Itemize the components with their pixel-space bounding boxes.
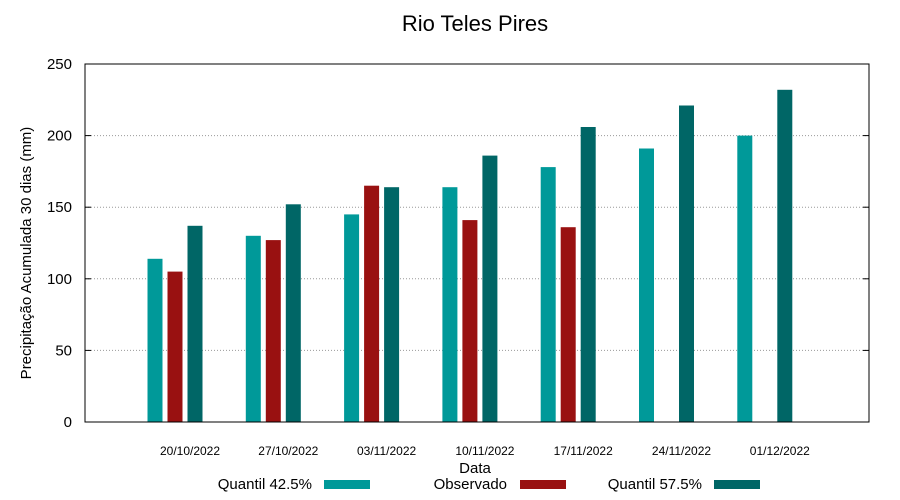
bar-quantil-42: [344, 214, 360, 422]
bar-quantil-42: [442, 187, 458, 422]
bar-quantil-57: [187, 225, 203, 422]
y-tick-label: 250: [47, 56, 72, 73]
x-ticks: 20/10/2022 27/10/2022 03/11/2022 10/11/2022…: [160, 444, 810, 458]
bar-quantil-57: [777, 89, 793, 423]
y-tick-label: 150: [47, 199, 72, 216]
x-tick-label: 01/12/2022: [750, 444, 810, 458]
y-tick-label: 0: [64, 414, 72, 431]
y-tick-label: 200: [47, 128, 72, 145]
x-axis-label: Data: [459, 460, 491, 477]
legend-label: Quantil 57.5%: [608, 476, 702, 493]
bars: [147, 89, 793, 423]
bar-quantil-57: [580, 127, 596, 422]
legend-swatch: [324, 480, 370, 489]
bar-quantil-57: [482, 155, 498, 422]
bar-observado: [560, 227, 576, 422]
bar-observado: [167, 271, 183, 422]
bar-quantil-42: [540, 167, 556, 422]
legend-label: Observado: [434, 476, 507, 493]
bar-observado: [462, 220, 478, 422]
legend: Quantil 42.5% Observado Quantil 57.5%: [218, 476, 760, 493]
y-tick-label: 100: [47, 271, 72, 288]
y-axis-label: Precipitação Acumulada 30 dias (mm): [18, 127, 35, 380]
bar-quantil-57: [679, 105, 694, 422]
bar-observado: [364, 185, 380, 422]
y-ticks: 0 50 100 150 200 250: [47, 56, 869, 431]
x-tick-label: 17/11/2022: [554, 444, 613, 458]
x-tick-label: 20/10/2022: [160, 444, 220, 458]
bar-observado: [265, 240, 281, 422]
bar-quantil-42: [147, 258, 163, 422]
plot-frame: [84, 63, 870, 423]
legend-swatch: [714, 480, 760, 489]
x-tick-label: 03/11/2022: [357, 444, 416, 458]
chart-title: Rio Teles Pires: [402, 11, 548, 36]
y-tick-label: 50: [55, 342, 72, 359]
legend-swatch: [520, 480, 566, 489]
bar-quantil-42: [737, 135, 753, 422]
x-tick-label: 24/11/2022: [652, 444, 711, 458]
bar-quantil-42: [245, 235, 261, 422]
x-tick-label: 10/11/2022: [455, 444, 514, 458]
legend-label: Quantil 42.5%: [218, 476, 312, 493]
bar-quantil-57: [285, 204, 301, 422]
bar-quantil-42: [639, 148, 654, 422]
x-tick-label: 27/10/2022: [258, 444, 318, 458]
bar-quantil-57: [384, 187, 400, 422]
